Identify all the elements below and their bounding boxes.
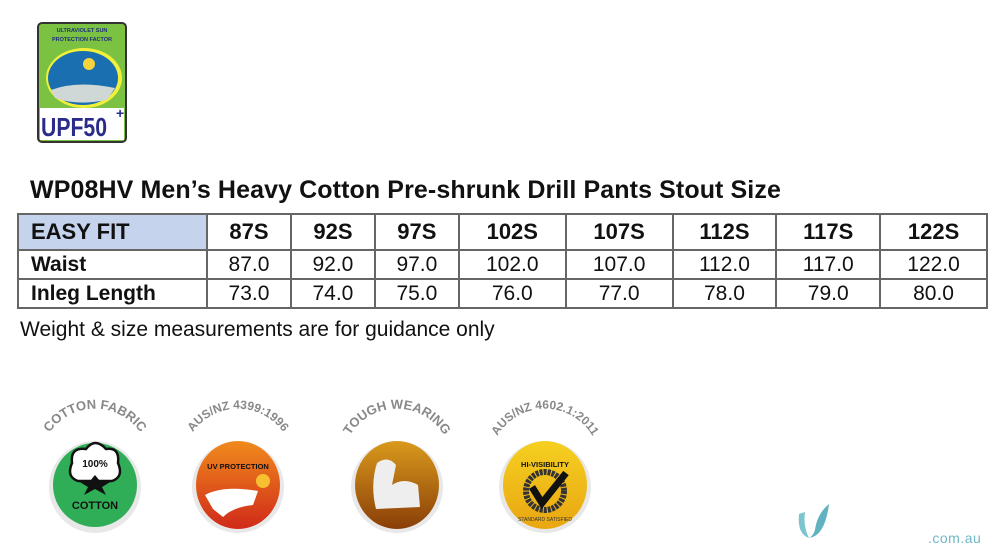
svg-text:AUS/NZ 4399:1996: AUS/NZ 4399:1996 [184,398,292,435]
svg-text:+: + [116,105,124,121]
badge-inner-text: UV PROTECTION [207,462,269,471]
svg-text:PROTECTION FACTOR: PROTECTION FACTOR [52,37,112,43]
upf50-badge: ULTRAVIOLET SUN PROTECTION FACTOR UPF50 … [37,22,127,143]
row-label: Inleg Length [17,278,208,309]
tough-wearing-badge: TOUGH WEARING [340,397,454,533]
size-header: 97S [373,213,460,251]
hi-visibility-badge: AUS/NZ 4602.1:2011 HI-VISIBILITY STANDAR… [488,398,602,533]
svg-text:TOUGH WEARING: TOUGH WEARING [340,397,454,437]
product-title: WP08HV Men’s Heavy Cotton Pre-shrunk Dri… [30,176,781,204]
watermark-logo [798,504,829,538]
size-header: 112S [671,213,778,251]
cell: 74.0 [289,278,376,309]
cell: 80.0 [879,278,988,309]
svg-text:UPF50: UPF50 [41,112,107,142]
cell: 92.0 [289,249,376,280]
australia-map-icon [205,488,258,517]
badge-arc-text: TOUGH WEARING [340,397,454,437]
row-label: Waist [17,249,208,280]
badge-inner-text: COTTON [72,500,118,512]
cell: 77.0 [564,278,674,309]
watermark-domain: .com.au [928,530,982,546]
cell: 78.0 [671,278,778,309]
cotton-fabric-badge: COTTON FABRIC 100% COTTON [40,397,150,533]
badge-inner-text: STANDARD SATISFIED [518,517,572,523]
badge-arc-text: AUS/NZ 4602.1:2011 [488,398,602,438]
checkmark-icon [529,470,569,510]
size-header: 107S [564,213,674,251]
cell: 75.0 [373,278,460,309]
size-header: 122S [879,213,988,251]
table-header-row: EASY FIT 87S 92S 97S 102S 107S 112S 117S… [17,213,988,251]
header-label: EASY FIT [17,213,208,251]
cell: 73.0 [206,278,292,309]
cell: 87.0 [206,249,292,280]
svg-text:COTTON FABRIC: COTTON FABRIC [40,397,150,435]
badge-arc-text: AUS/NZ 4399:1996 [184,398,292,435]
size-header: 87S [206,213,292,251]
sun-icon [256,474,270,488]
uv-protection-badge: AUS/NZ 4399:1996 UV PROTECTION [184,398,292,533]
cell: 112.0 [671,249,778,280]
badge-arc-text: COTTON FABRIC [40,397,150,435]
size-header: 102S [457,213,567,251]
cell: 107.0 [564,249,674,280]
cell: 117.0 [775,249,882,280]
cell: 79.0 [775,278,882,309]
guidance-note: Weight & size measurements are for guida… [20,318,495,341]
size-header: 117S [775,213,882,251]
badge-inner-text: 100% [82,459,108,470]
cell: 122.0 [879,249,988,280]
table-row: Waist 87.0 92.0 97.0 102.0 107.0 112.0 1… [17,249,988,280]
size-chart-table: EASY FIT 87S 92S 97S 102S 107S 112S 117S… [17,213,988,309]
svg-text:ULTRAVIOLET SUN: ULTRAVIOLET SUN [57,28,108,34]
badge-inner-text: HI-VISIBILITY [521,460,569,469]
cell: 97.0 [373,249,460,280]
flexed-arm-icon [373,459,420,509]
table-row: Inleg Length 73.0 74.0 75.0 76.0 77.0 78… [17,278,988,309]
svg-text:AUS/NZ 4602.1:2011: AUS/NZ 4602.1:2011 [488,398,602,438]
cell: 102.0 [457,249,567,280]
cell: 76.0 [457,278,567,309]
size-header: 92S [289,213,376,251]
cotton-flower-icon [68,441,122,483]
